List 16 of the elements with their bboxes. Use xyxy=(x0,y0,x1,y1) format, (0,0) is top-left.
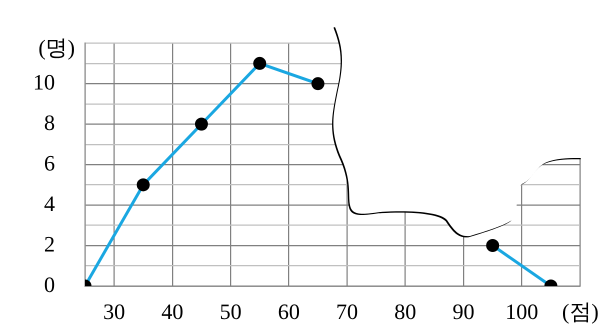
x-tick-label: 80 xyxy=(394,298,416,324)
y-tick-label: 10 xyxy=(33,69,55,94)
x-tick-label: 30 xyxy=(103,298,126,324)
y-tick-label: 2 xyxy=(44,231,55,256)
x-tick-label: 40 xyxy=(161,298,184,324)
y-tick-label: 6 xyxy=(44,150,55,176)
x-axis-title: (점) xyxy=(562,298,599,324)
x-tick-label: 90 xyxy=(452,298,475,324)
x-tick-label: 100 xyxy=(505,298,538,324)
x-tick-label: 70 xyxy=(336,298,358,324)
y-tick-label: 4 xyxy=(44,190,55,216)
x-tick-label: 50 xyxy=(220,298,242,324)
y-tick-label: 0 xyxy=(44,272,55,297)
y-axis-title: (명) xyxy=(38,34,75,60)
x-tick-label: 60 xyxy=(278,298,300,324)
y-tick-label: 8 xyxy=(44,110,55,135)
